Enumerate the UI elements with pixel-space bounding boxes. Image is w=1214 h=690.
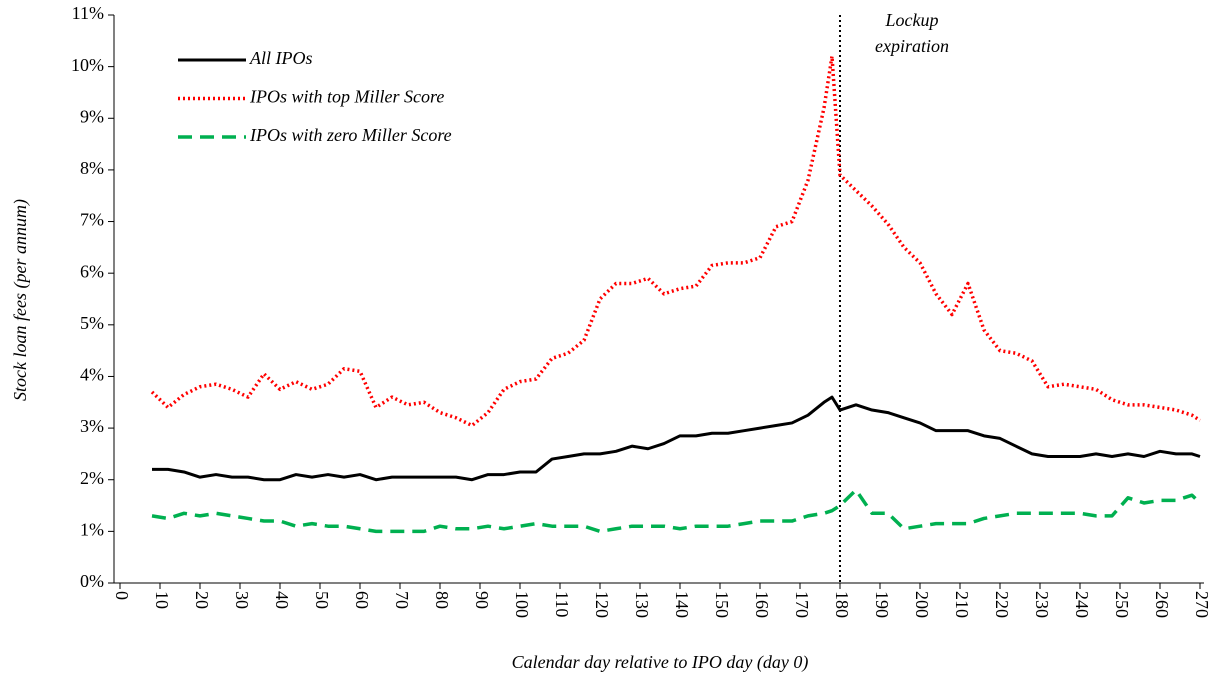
y-tick-label: 6% bbox=[80, 261, 104, 281]
y-tick-label: 11% bbox=[72, 3, 104, 23]
y-tick-label: 8% bbox=[80, 158, 104, 178]
x-tick-label: 260 bbox=[1152, 591, 1172, 618]
x-tick-label: 0 bbox=[112, 591, 132, 600]
x-tick-label: 220 bbox=[992, 591, 1012, 618]
y-tick-label: 4% bbox=[80, 365, 104, 385]
y-tick-label: 3% bbox=[80, 416, 104, 436]
x-tick-label: 50 bbox=[312, 591, 332, 609]
x-tick-label: 230 bbox=[1032, 591, 1052, 618]
x-tick-label: 160 bbox=[752, 591, 772, 618]
x-tick-label: 130 bbox=[632, 591, 652, 618]
x-tick-label: 140 bbox=[672, 591, 692, 618]
y-axis-label: Stock loan fees (per annum) bbox=[10, 199, 31, 401]
x-tick-label: 70 bbox=[392, 591, 412, 609]
x-tick-label: 200 bbox=[912, 591, 932, 618]
series-line bbox=[152, 395, 1201, 482]
x-tick-label: 240 bbox=[1072, 591, 1092, 618]
x-tick-label: 170 bbox=[792, 591, 812, 618]
x-tick-label: 110 bbox=[552, 591, 572, 617]
x-tick-label: 20 bbox=[192, 591, 212, 609]
x-tick-label: 270 bbox=[1192, 591, 1212, 618]
x-tick-label: 250 bbox=[1112, 591, 1132, 618]
y-tick-label: 9% bbox=[80, 106, 104, 126]
y-tick-label: 5% bbox=[80, 313, 104, 333]
y-tick-label: 0% bbox=[80, 571, 104, 591]
series-line bbox=[151, 488, 1202, 534]
y-tick-label: 10% bbox=[71, 55, 104, 75]
annotation: Lockup bbox=[885, 10, 939, 30]
y-tick-label: 1% bbox=[80, 519, 104, 539]
x-tick-label: 150 bbox=[712, 591, 732, 618]
x-tick-label: 210 bbox=[952, 591, 972, 618]
x-tick-label: 40 bbox=[272, 591, 292, 609]
legend-label: IPOs with top Miller Score bbox=[249, 87, 444, 107]
legend-label: All IPOs bbox=[249, 48, 313, 68]
y-tick-label: 2% bbox=[80, 468, 104, 488]
x-tick-label: 90 bbox=[472, 591, 492, 609]
y-tick-label: 7% bbox=[80, 210, 104, 230]
x-tick-label: 190 bbox=[872, 591, 892, 618]
x-tick-label: 120 bbox=[592, 591, 612, 618]
x-tick-label: 100 bbox=[512, 591, 532, 618]
x-tick-label: 80 bbox=[432, 591, 452, 609]
x-tick-label: 30 bbox=[232, 591, 252, 609]
x-tick-label: 10 bbox=[152, 591, 172, 609]
annotation: expiration bbox=[875, 36, 949, 56]
x-axis-label: Calendar day relative to IPO day (day 0) bbox=[512, 652, 809, 673]
series-line bbox=[150, 54, 1201, 428]
x-tick-label: 180 bbox=[832, 591, 852, 618]
legend-label: IPOs with zero Miller Score bbox=[249, 125, 452, 145]
x-tick-label: 60 bbox=[352, 591, 372, 609]
